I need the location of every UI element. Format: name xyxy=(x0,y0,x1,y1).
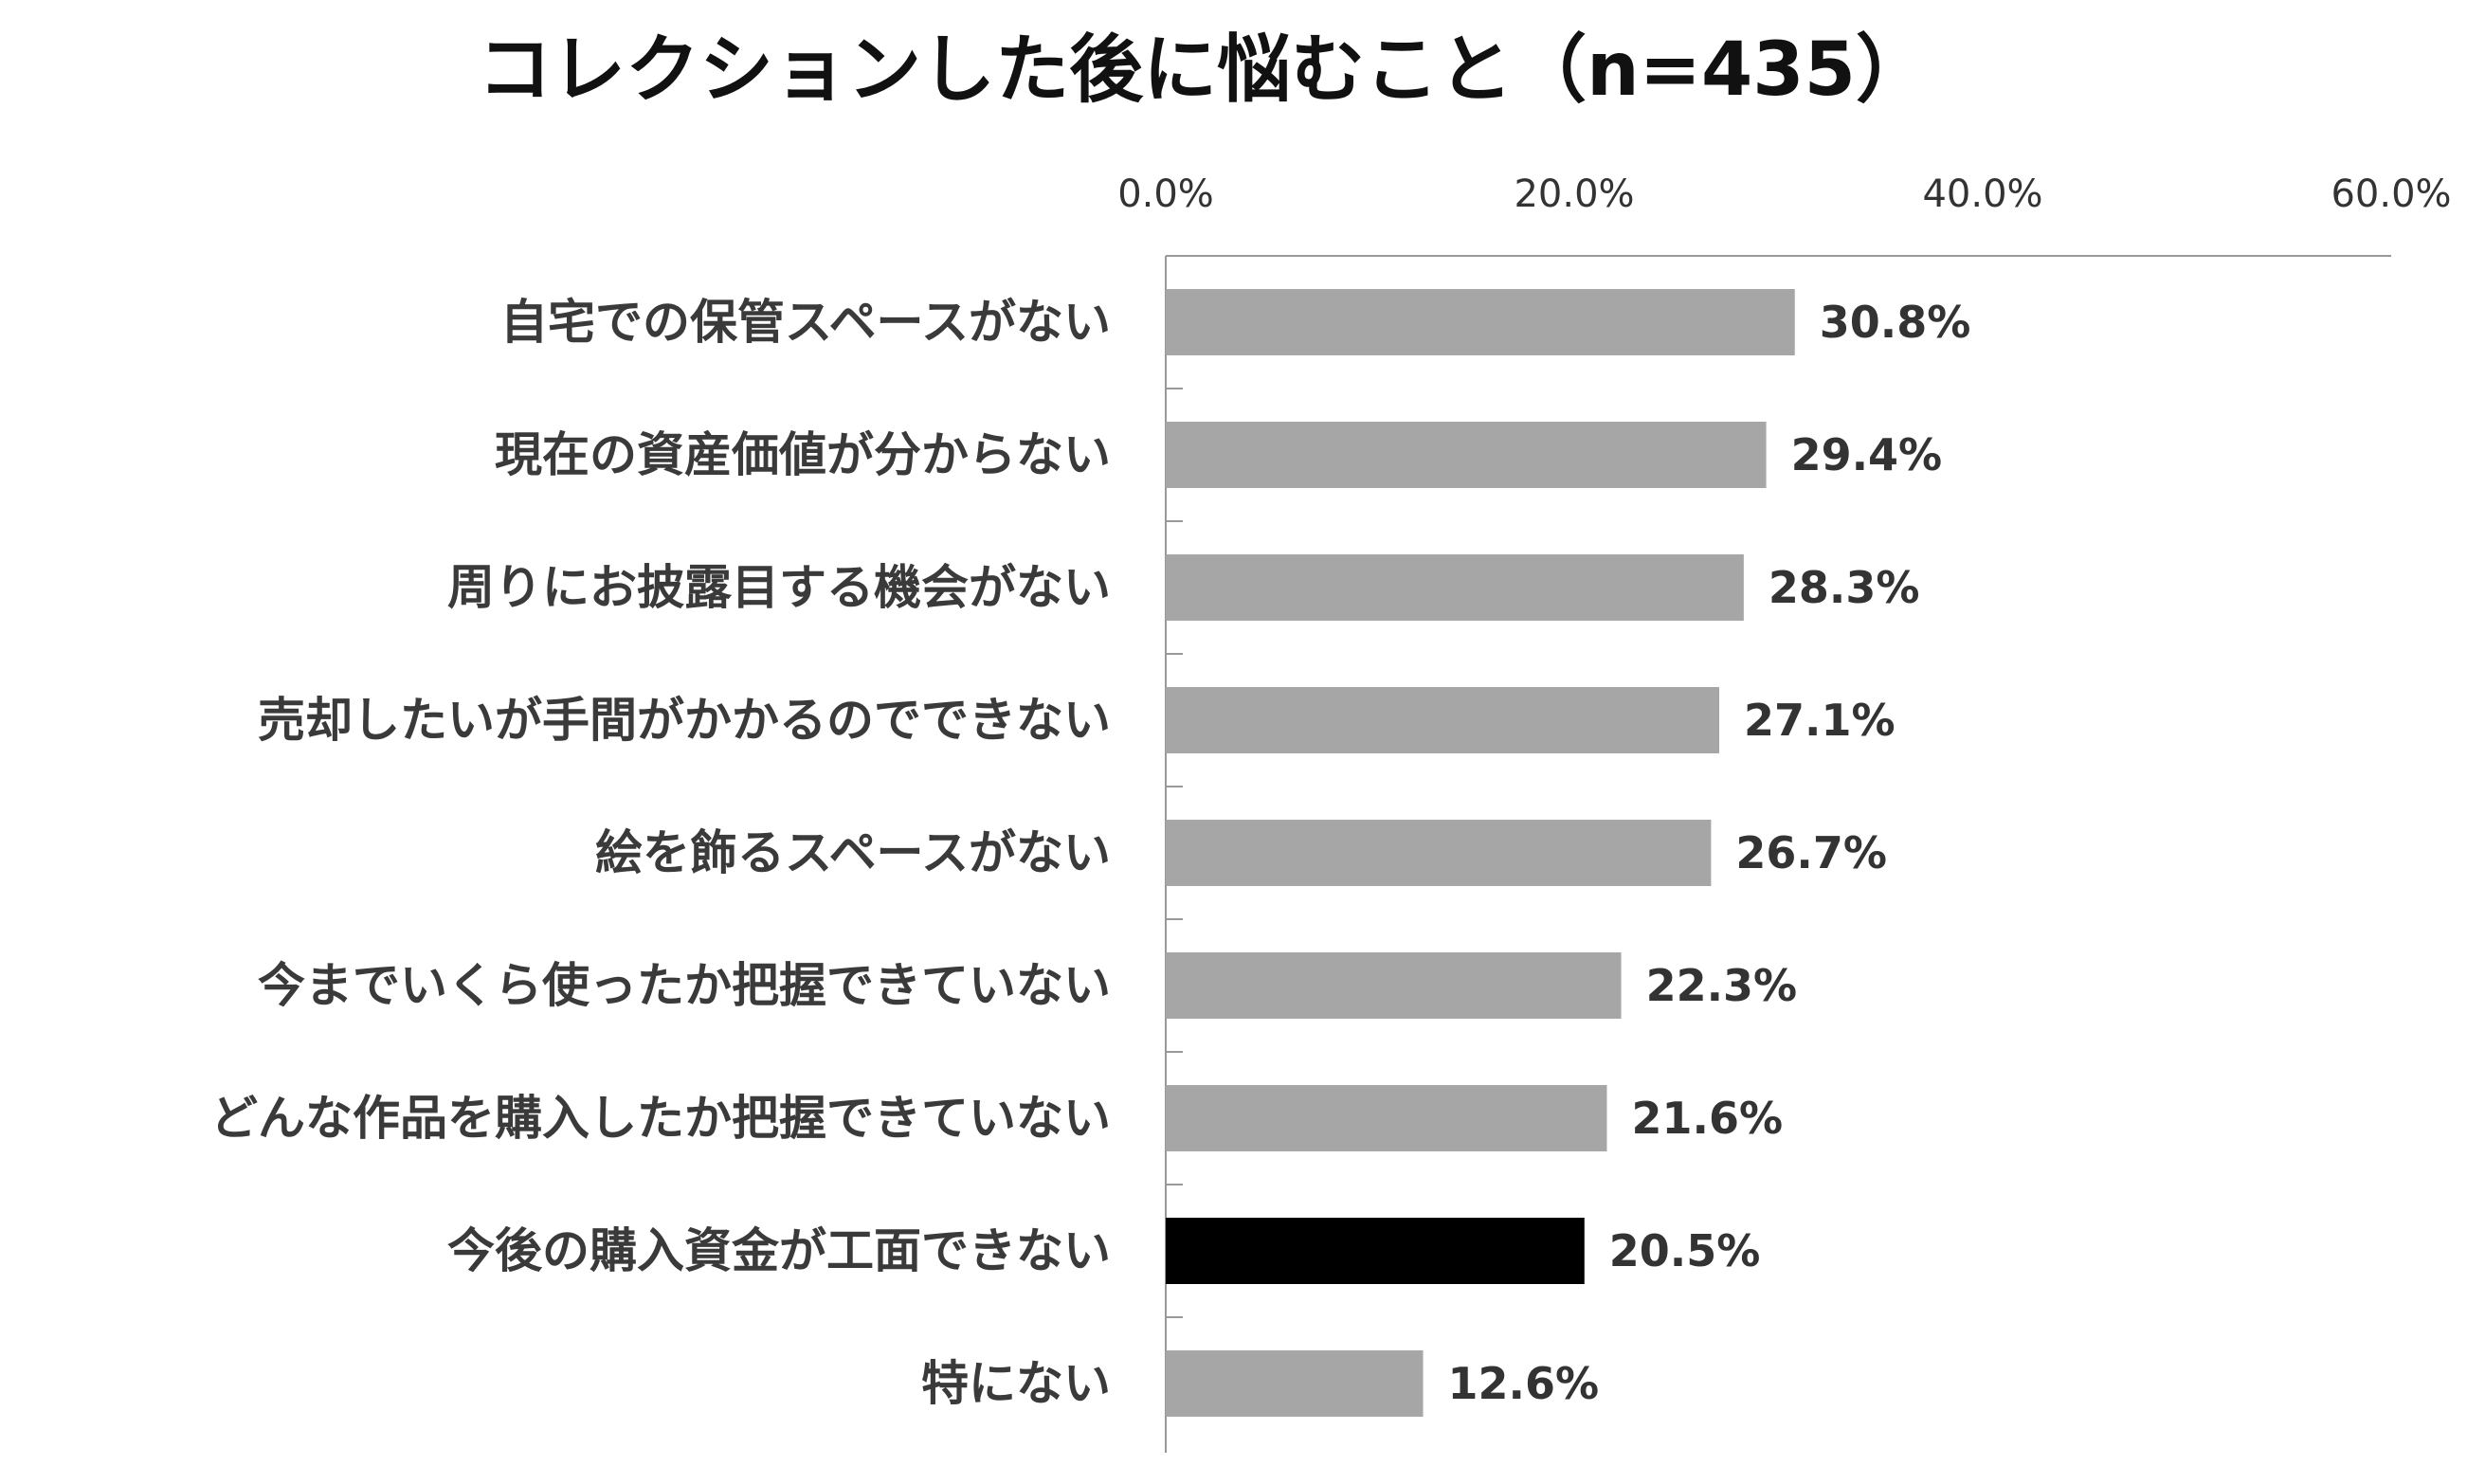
value-label: 26.7% xyxy=(1735,827,1887,878)
x-tick-label: 40.0% xyxy=(1922,172,2042,216)
bar xyxy=(1166,1218,1585,1284)
category-label: 特にない xyxy=(921,1356,1111,1411)
value-label: 20.5% xyxy=(1609,1225,1761,1276)
category-label: 現在の資産価値が分からない xyxy=(495,427,1111,482)
x-tick-label: 20.0% xyxy=(1514,172,1634,216)
x-tick-label: 0.0% xyxy=(1117,172,1214,216)
category-label: 自宅での保管スペースがない xyxy=(500,295,1111,350)
value-label: 30.8% xyxy=(1820,297,1971,348)
bar xyxy=(1166,1350,1424,1417)
category-label: 絵を飾るスペースがない xyxy=(595,825,1111,880)
chart-title: コレクションした後に悩むこと（n=435） xyxy=(478,27,1930,113)
bars xyxy=(1166,289,1795,1417)
value-label: 12.6% xyxy=(1448,1358,1600,1409)
value-labels: 30.8% 29.4% 28.3% 27.1% 26.7% 22.3% 21.6% 20.5%… xyxy=(1448,297,1971,1409)
category-label: 売却したいが手間がかかるのでできない xyxy=(258,693,1111,748)
bar xyxy=(1166,289,1795,355)
value-label: 22.3% xyxy=(1646,960,1798,1011)
bar xyxy=(1166,422,1767,488)
value-label: 29.4% xyxy=(1791,429,1943,480)
category-label: 今後の購入資金が工面できない xyxy=(447,1223,1111,1278)
bar xyxy=(1166,687,1720,753)
bar xyxy=(1166,1085,1607,1151)
bar xyxy=(1166,554,1744,621)
value-label: 27.1% xyxy=(1744,695,1896,746)
value-label: 21.6% xyxy=(1631,1093,1783,1144)
category-label: どんな作品を購入したか把握できていない xyxy=(210,1091,1111,1146)
x-tick-label: 60.0% xyxy=(2331,172,2451,216)
bar xyxy=(1166,820,1712,886)
bar xyxy=(1166,952,1622,1019)
category-label: 今までいくら使ったか把握できていない xyxy=(258,958,1111,1013)
category-labels: 自宅での保管スペースがない現在の資産価値が分からない周りにお披露目する機会がない… xyxy=(210,295,1111,1411)
value-label: 28.3% xyxy=(1769,562,1920,613)
x-axis-ticks: 0.0% 20.0% 40.0% 60.0% xyxy=(1117,172,2451,216)
category-label: 周りにお披露目する機会がない xyxy=(447,560,1111,615)
